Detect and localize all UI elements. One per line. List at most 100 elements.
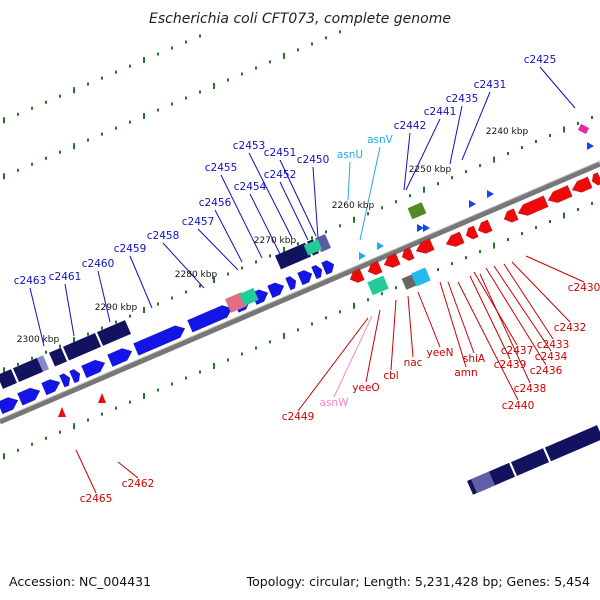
- dark-feature-block: [97, 320, 131, 346]
- guide-dot: [171, 102, 173, 106]
- guide-dot: [437, 268, 439, 272]
- reverse-cds-arrow: [571, 176, 593, 193]
- feature-label-c2438: c2438: [514, 383, 547, 395]
- feature-label-asnW: asnW: [320, 397, 350, 409]
- feature-label-c2425: c2425: [524, 54, 557, 66]
- label-leader: [117, 461, 139, 479]
- guide-dot: [17, 362, 19, 366]
- label-leader: [403, 132, 411, 191]
- reverse-cds-arrow: [367, 260, 383, 276]
- label-leader: [525, 255, 585, 283]
- guide-dot: [339, 310, 341, 314]
- guide-dot: [59, 94, 61, 98]
- guide-dot: [3, 453, 5, 460]
- guide-dot: [563, 126, 565, 133]
- feature-label-c2440: c2440: [502, 400, 535, 412]
- guide-dot: [129, 314, 131, 318]
- label-leader: [297, 317, 369, 412]
- trna-block: [411, 267, 431, 287]
- feature-label-asnU: asnU: [337, 149, 363, 161]
- guide-dot: [143, 57, 145, 64]
- guide-dot: [185, 290, 187, 294]
- label-leader: [64, 283, 75, 337]
- forward-cds-arrow: [81, 359, 106, 379]
- feature-label-nac: nac: [404, 357, 423, 369]
- label-leader: [485, 267, 547, 366]
- guide-dot: [451, 262, 453, 266]
- backbone: [0, 160, 600, 425]
- feature-label-c2452: c2452: [264, 169, 297, 181]
- label-leader: [503, 263, 554, 340]
- feature-label-c2441: c2441: [424, 106, 457, 118]
- guide-dot: [409, 194, 411, 198]
- feature-label-yeeO: yeeO: [352, 382, 379, 394]
- guide-dot: [115, 406, 117, 410]
- dark-feature-block: [511, 448, 549, 476]
- guide-dot: [535, 140, 537, 144]
- feature-label-c2458: c2458: [147, 230, 180, 242]
- dark-feature-block: [275, 242, 311, 270]
- feature-label-c2439: c2439: [494, 359, 527, 371]
- label-leader: [97, 270, 111, 323]
- guide-dot: [45, 436, 47, 440]
- guide-dot: [549, 220, 551, 223]
- guide-dot: [227, 272, 229, 276]
- accession-text: Accession: NC_004431: [9, 574, 151, 589]
- guide-dot: [311, 42, 313, 46]
- trna-marker: [469, 200, 476, 208]
- guide-dot: [227, 78, 229, 82]
- guide-dot: [241, 352, 243, 356]
- feature-label-shiA: shiA: [463, 353, 486, 365]
- tick-label: 2260 kbp: [332, 201, 375, 211]
- dark-feature-block: [63, 333, 101, 361]
- guide-dot: [87, 332, 89, 336]
- guide-dot: [283, 246, 285, 253]
- reverse-cds-arrow: [465, 225, 479, 240]
- label-leader: [479, 273, 531, 384]
- guide-dot: [493, 242, 495, 249]
- guide-dot: [395, 286, 397, 290]
- guide-dot: [101, 76, 103, 80]
- guide-dot: [297, 242, 299, 246]
- pseudo-feature-block: [471, 471, 495, 494]
- guide-dot: [115, 126, 117, 130]
- feature-label-yeeN: yeeN: [427, 347, 454, 359]
- label-leader: [539, 66, 576, 109]
- tick-label: 2240 kbp: [486, 127, 529, 137]
- guide-dot: [577, 121, 579, 125]
- guide-dot: [199, 90, 201, 94]
- guide-dot: [59, 150, 61, 154]
- guide-dot: [31, 442, 33, 446]
- label-leader: [129, 255, 153, 309]
- label-leader: [29, 287, 45, 347]
- feature-label-c2457: c2457: [182, 216, 215, 228]
- guide-dot: [185, 96, 187, 100]
- guide-dot: [185, 40, 187, 44]
- reverse-cds-arrow: [591, 172, 600, 186]
- feature-label-c2449: c2449: [282, 411, 315, 423]
- label-leader: [449, 105, 463, 165]
- tick-label: 2280 kbp: [175, 270, 218, 280]
- guide-dot: [31, 162, 33, 166]
- feature-label-c2431: c2431: [474, 79, 507, 91]
- guide-dot: [45, 350, 47, 354]
- guide-dot: [339, 224, 341, 228]
- feature-label-asnV: asnV: [367, 134, 394, 146]
- guide-dot: [255, 260, 257, 264]
- guide-dot: [101, 412, 103, 416]
- label-leader: [347, 161, 351, 201]
- label-leader: [493, 265, 552, 352]
- guide-dot: [73, 337, 75, 344]
- guide-dot: [479, 250, 481, 254]
- dark-feature-block: [49, 347, 67, 367]
- feature-label-c2437: c2437: [501, 345, 534, 357]
- forward-cds-arrow: [41, 379, 61, 396]
- dark-feature-block: [0, 369, 17, 389]
- guide-dot: [101, 326, 103, 330]
- dark-feature-block: [13, 357, 43, 382]
- guide-dot: [59, 344, 61, 348]
- reverse-cds-arrow: [383, 252, 401, 268]
- guide-dot: [367, 212, 369, 216]
- label-leader: [75, 449, 97, 494]
- guide-dot: [199, 284, 201, 288]
